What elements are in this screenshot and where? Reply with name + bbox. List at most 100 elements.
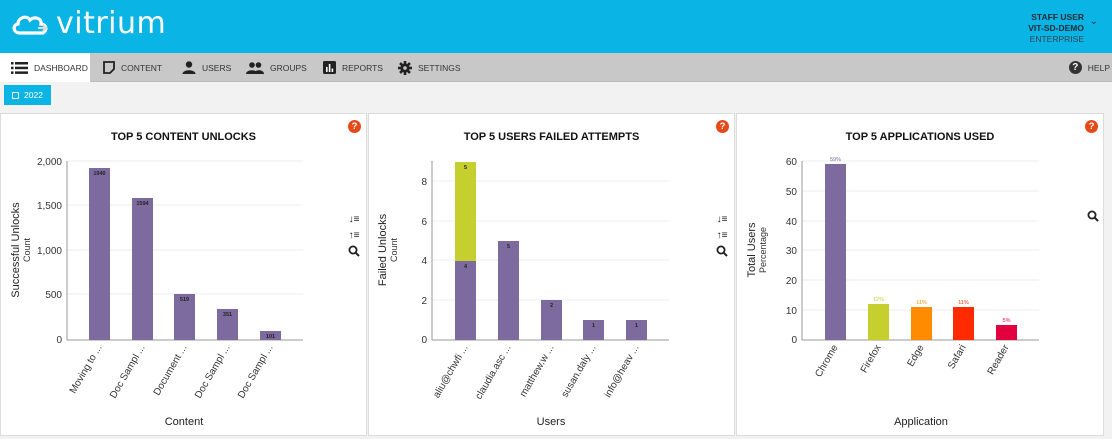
- y-tick: 6: [421, 217, 427, 228]
- bar-chart-icon: [323, 61, 336, 74]
- chart-tools: ↓≡ ↑≡: [348, 213, 360, 257]
- y-axis-label: Successful Unlocks: [10, 202, 22, 298]
- y-tick: 4: [421, 256, 427, 267]
- sort-descending-icon[interactable]: ↓≡: [716, 214, 728, 225]
- chart-tools: ↓≡ ↑≡: [716, 213, 728, 257]
- nav-settings[interactable]: SETTINGS: [398, 53, 461, 82]
- bar-chrome[interactable]: [825, 164, 846, 340]
- bar-safari[interactable]: [953, 307, 974, 340]
- brand-name: vitrium: [56, 6, 167, 41]
- x-tick: Doc Sampl ...: [236, 343, 276, 400]
- chart-title: TOP 5 APPLICATIONS USED: [845, 131, 995, 143]
- group-icon: [246, 61, 264, 74]
- bar[interactable]: [626, 320, 647, 340]
- x-tick: Edge: [905, 343, 926, 369]
- y-axis-label: Failed Unlocks: [377, 213, 389, 286]
- bar-value: 351: [223, 312, 232, 318]
- x-axis-label: Application: [894, 416, 948, 428]
- bar[interactable]: [174, 294, 195, 340]
- y-tick: 500: [45, 290, 62, 301]
- bar-value: 101: [266, 334, 275, 340]
- nav-label: SETTINGS: [418, 62, 461, 73]
- nav-content[interactable]: CONTENT: [103, 53, 162, 82]
- y-tick: 1,500: [37, 201, 62, 212]
- app-header: vitrium STAFF USER VIT-SD-DEMO ENTERPRIS…: [0, 0, 1112, 53]
- vitrium-logo[interactable]: vitrium: [10, 8, 166, 40]
- search-icon[interactable]: [1087, 210, 1099, 222]
- bar[interactable]: [260, 331, 281, 340]
- chart-title: TOP 5 USERS FAILED ATTEMPTS: [463, 131, 640, 143]
- bar[interactable]: [541, 300, 562, 340]
- bar-value: 1594: [136, 201, 149, 207]
- x-axis-label: Content: [165, 416, 204, 428]
- x-tick: matthew.w ...: [518, 343, 557, 399]
- stacked-bar-chart: 0 2 4 6 8 5 4 5 2 1 1 aliu@chwfi ... cla…: [377, 161, 669, 428]
- bar[interactable]: [89, 168, 110, 340]
- user-menu[interactable]: STAFF USER VIT-SD-DEMO ENTERPRISE: [1028, 12, 1084, 45]
- bar-value: 11%: [916, 300, 927, 306]
- x-tick: claudia.asc ...: [473, 343, 513, 401]
- nav-label: USERS: [202, 62, 232, 73]
- help-icon[interactable]: ?: [1085, 120, 1098, 133]
- bar-value: 1: [635, 323, 638, 329]
- nav-users[interactable]: USERS: [182, 53, 231, 82]
- bar-value: 2: [550, 303, 553, 309]
- x-tick: Firefox: [859, 343, 884, 375]
- chart-tools: [1087, 210, 1099, 222]
- chevron-down-icon[interactable]: ⌄: [1089, 16, 1098, 27]
- cloud-logo-icon: [12, 15, 49, 35]
- user-plan: ENTERPRISE: [1029, 34, 1084, 44]
- y-tick: 50: [786, 187, 798, 198]
- bar-chart: 0 500 1,000 1,500 2,000 1940 1594 519 35…: [10, 157, 303, 428]
- bar[interactable]: [217, 309, 238, 340]
- y-tick: 20: [786, 276, 798, 287]
- document-icon: [103, 61, 115, 74]
- bar-edge[interactable]: [911, 307, 932, 340]
- y-axis-label: Total Users: [746, 222, 758, 278]
- help-label: HELP: [1087, 62, 1110, 73]
- year-filter-button[interactable]: 2022: [4, 85, 51, 105]
- y-axis-sublabel: Count: [389, 238, 399, 263]
- search-icon[interactable]: [716, 245, 728, 257]
- x-tick: aliu@chwfi ...: [431, 343, 470, 400]
- bar-firefox[interactable]: [868, 304, 889, 340]
- list-icon: [11, 61, 28, 74]
- bar[interactable]: [132, 198, 153, 340]
- x-tick: Safari: [946, 343, 969, 371]
- y-tick: 0: [421, 335, 427, 346]
- bar-segment[interactable]: [455, 261, 476, 340]
- main-nav: DASHBOARD CONTENT USERS GROUPS REPORTS S…: [0, 53, 1112, 82]
- bar-reader[interactable]: [996, 325, 1017, 340]
- panel-applications-used: TOP 5 APPLICATIONS USED ? 0 10 20 30 40 …: [736, 113, 1104, 436]
- x-tick: Moving to ...: [68, 343, 105, 396]
- bar-value: 5: [464, 165, 467, 171]
- bar-segment[interactable]: [455, 162, 476, 261]
- bar[interactable]: [583, 320, 604, 340]
- x-tick: info@heav ...: [603, 343, 642, 400]
- search-icon[interactable]: [348, 245, 360, 257]
- y-tick: 0: [791, 335, 797, 346]
- bar[interactable]: [498, 241, 519, 340]
- user-name: STAFF USER: [1031, 12, 1084, 22]
- x-tick: Doc Sampl ...: [193, 343, 233, 400]
- x-tick: Document ...: [152, 343, 190, 398]
- help-link[interactable]: ? HELP: [1068, 53, 1110, 82]
- x-tick: susan.daly ...: [560, 343, 599, 400]
- y-tick: 8: [421, 177, 427, 188]
- nav-dashboard[interactable]: DASHBOARD: [0, 53, 90, 82]
- help-icon[interactable]: ?: [348, 120, 361, 133]
- bar-value: 4: [464, 264, 468, 270]
- panel-content-unlocks: TOP 5 CONTENT UNLOCKS ? ↓≡ ↑≡ 0 500 1,00…: [0, 113, 367, 436]
- bar-value: 11%: [958, 300, 969, 306]
- sort-ascending-icon[interactable]: ↑≡: [716, 230, 728, 241]
- bar-chart: 0 10 20 30 40 50 60 59% 12% 11% 11% 5% C…: [746, 157, 1039, 428]
- sort-descending-icon[interactable]: ↓≡: [348, 214, 360, 225]
- nav-groups[interactable]: GROUPS: [246, 53, 307, 82]
- help-icon[interactable]: ?: [716, 120, 729, 133]
- nav-reports[interactable]: REPORTS: [323, 53, 383, 82]
- y-tick: 10: [786, 306, 798, 317]
- sort-ascending-icon[interactable]: ↑≡: [348, 230, 360, 241]
- x-tick: Chrome: [813, 343, 841, 380]
- calendar-icon: [12, 91, 20, 99]
- gear-icon: [398, 60, 412, 75]
